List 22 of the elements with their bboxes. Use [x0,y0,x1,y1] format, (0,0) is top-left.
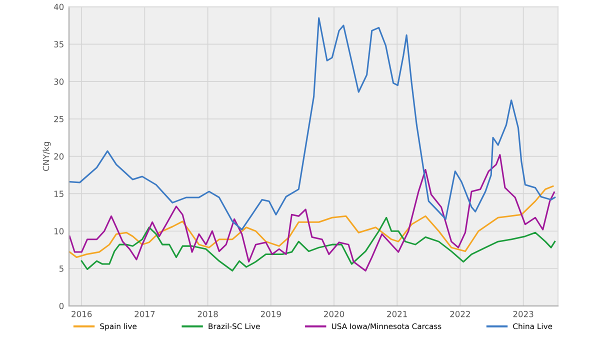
x-tick-label: 2020 [324,310,344,318]
x-tick-label: 2016 [72,310,92,318]
line-series [69,17,556,230]
y-tick-label: 15 [54,190,64,197]
y-tick-label: 0 [59,302,64,310]
y-tick-label: 40 [54,4,64,10]
x-tick-label: 2018 [198,310,218,318]
x-tick-label: 2019 [260,310,281,318]
line-series [69,185,554,258]
y-tick-label: 5 [59,266,64,272]
y-tick-label: 30 [54,78,64,85]
x-tick-label: 2021 [387,310,407,318]
x-tick-label: 2022 [450,310,470,318]
line-series [80,216,556,272]
y-tick-label: 25 [54,116,64,122]
y-tick-label: 20 [54,153,64,160]
x-tick-label: 2017 [134,310,155,318]
y-tick-label: 35 [54,41,64,48]
y-axis-title: CNY/kg [42,142,51,171]
x-tick-label: 2023 [513,310,534,318]
line-series [69,154,555,272]
y-tick-label: 10 [54,228,64,234]
